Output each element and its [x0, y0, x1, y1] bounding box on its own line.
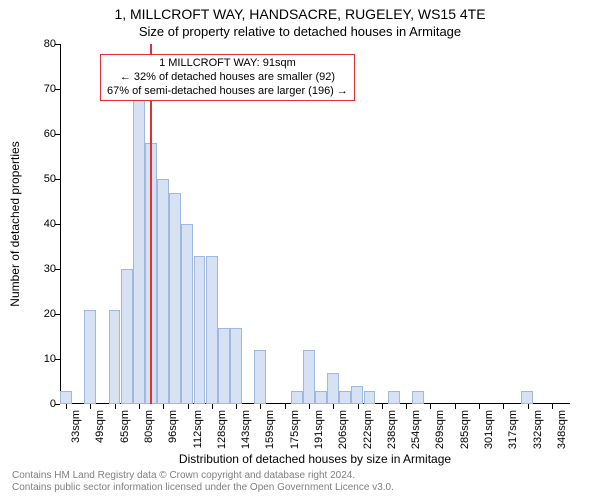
x-tick-mark: [66, 404, 67, 409]
histogram-bar: [521, 391, 533, 405]
annotation-line: 67% of semi-detached houses are larger (…: [107, 85, 348, 99]
x-tick-label: 33sqm: [70, 410, 82, 443]
x-tick-label: 285sqm: [459, 410, 471, 449]
x-tick-label: 254sqm: [410, 410, 422, 449]
histogram-bar: [206, 256, 218, 405]
x-tick-mark: [503, 404, 504, 409]
x-tick-mark: [115, 404, 116, 409]
histogram-bar: [194, 256, 206, 405]
histogram-bar: [169, 193, 181, 405]
histogram-bar: [327, 373, 339, 405]
x-tick-mark: [163, 404, 164, 409]
y-tick-label: 80: [26, 38, 56, 50]
x-tick-label: 269sqm: [434, 410, 446, 449]
histogram-bar: [218, 328, 230, 405]
x-tick-mark: [285, 404, 286, 409]
x-tick-label: 191sqm: [313, 410, 325, 449]
histogram-bar: [412, 391, 424, 405]
histogram-bar: [133, 94, 145, 405]
x-tick-mark: [188, 404, 189, 409]
footer-line-2: Contains public sector information licen…: [12, 482, 394, 494]
x-tick-mark: [479, 404, 480, 409]
x-tick-mark: [333, 404, 334, 409]
y-tick-label: 60: [26, 128, 56, 140]
x-tick-label: 112sqm: [192, 410, 204, 448]
histogram-bar: [291, 391, 303, 405]
y-tick-label: 30: [26, 263, 56, 275]
y-tick-label: 70: [26, 83, 56, 95]
histogram-bar: [109, 310, 121, 405]
x-tick-label: 348sqm: [556, 410, 568, 449]
y-axis-line: [60, 44, 61, 404]
histogram-bar: [315, 391, 327, 405]
x-tick-label: 238sqm: [386, 410, 398, 449]
x-tick-label: 96sqm: [167, 410, 179, 443]
histogram-bar: [254, 350, 266, 404]
y-ticks: 01020304050607080: [26, 44, 60, 404]
x-tick-mark: [382, 404, 383, 409]
plot-area: 1 MILLCROFT WAY: 91sqm← 32% of detached …: [60, 44, 570, 404]
histogram-bar: [351, 386, 363, 404]
x-tick-label: 159sqm: [264, 410, 276, 449]
x-tick-label: 80sqm: [143, 410, 155, 443]
histogram-bar: [84, 310, 96, 405]
histogram-bar: [364, 391, 376, 405]
x-tick-label: 317sqm: [507, 410, 519, 449]
x-tick-label: 143sqm: [240, 410, 252, 449]
x-tick-mark: [139, 404, 140, 409]
x-tick-mark: [552, 404, 553, 409]
x-tick-mark: [406, 404, 407, 409]
x-tick-mark: [528, 404, 529, 409]
annotation-line: ← 32% of detached houses are smaller (92…: [107, 71, 348, 85]
x-tick-mark: [260, 404, 261, 409]
histogram-bar: [157, 179, 169, 404]
x-axis-label: Distribution of detached houses by size …: [60, 452, 570, 466]
x-tick-label: 206sqm: [337, 410, 349, 449]
x-tick-mark: [358, 404, 359, 409]
histogram-bar: [181, 224, 193, 404]
y-tick-label: 50: [26, 173, 56, 185]
x-tick-mark: [236, 404, 237, 409]
x-tick-label: 222sqm: [362, 410, 374, 449]
x-tick-label: 65sqm: [119, 410, 131, 443]
chart-container: 1, MILLCROFT WAY, HANDSACRE, RUGELEY, WS…: [0, 0, 600, 500]
x-tick-mark: [455, 404, 456, 409]
annotation-line: 1 MILLCROFT WAY: 91sqm: [107, 57, 348, 71]
histogram-bar: [230, 328, 242, 405]
x-tick-mark: [212, 404, 213, 409]
x-tick-label: 301sqm: [483, 410, 495, 449]
y-tick-label: 10: [26, 353, 56, 365]
histogram-bar: [388, 391, 400, 405]
y-tick-label: 0: [26, 398, 56, 410]
y-tick-label: 20: [26, 308, 56, 320]
x-tick-label: 49sqm: [94, 410, 106, 443]
footer-attribution: Contains HM Land Registry data © Crown c…: [12, 470, 394, 494]
histogram-bar: [339, 391, 351, 405]
chart-subtitle: Size of property relative to detached ho…: [0, 24, 600, 39]
y-axis-label: Number of detached properties: [8, 44, 22, 404]
x-tick-label: 175sqm: [289, 410, 301, 449]
histogram-bar: [303, 350, 315, 404]
footer-line-1: Contains HM Land Registry data © Crown c…: [12, 470, 394, 482]
x-tick-mark: [90, 404, 91, 409]
x-tick-mark: [430, 404, 431, 409]
y-tick-label: 40: [26, 218, 56, 230]
x-tick-label: 332sqm: [532, 410, 544, 449]
property-annotation: 1 MILLCROFT WAY: 91sqm← 32% of detached …: [100, 54, 355, 101]
x-tick-mark: [309, 404, 310, 409]
histogram-bar: [121, 269, 133, 404]
histogram-bar: [60, 391, 72, 405]
x-tick-label: 128sqm: [216, 410, 228, 449]
chart-title-address: 1, MILLCROFT WAY, HANDSACRE, RUGELEY, WS…: [0, 6, 600, 22]
